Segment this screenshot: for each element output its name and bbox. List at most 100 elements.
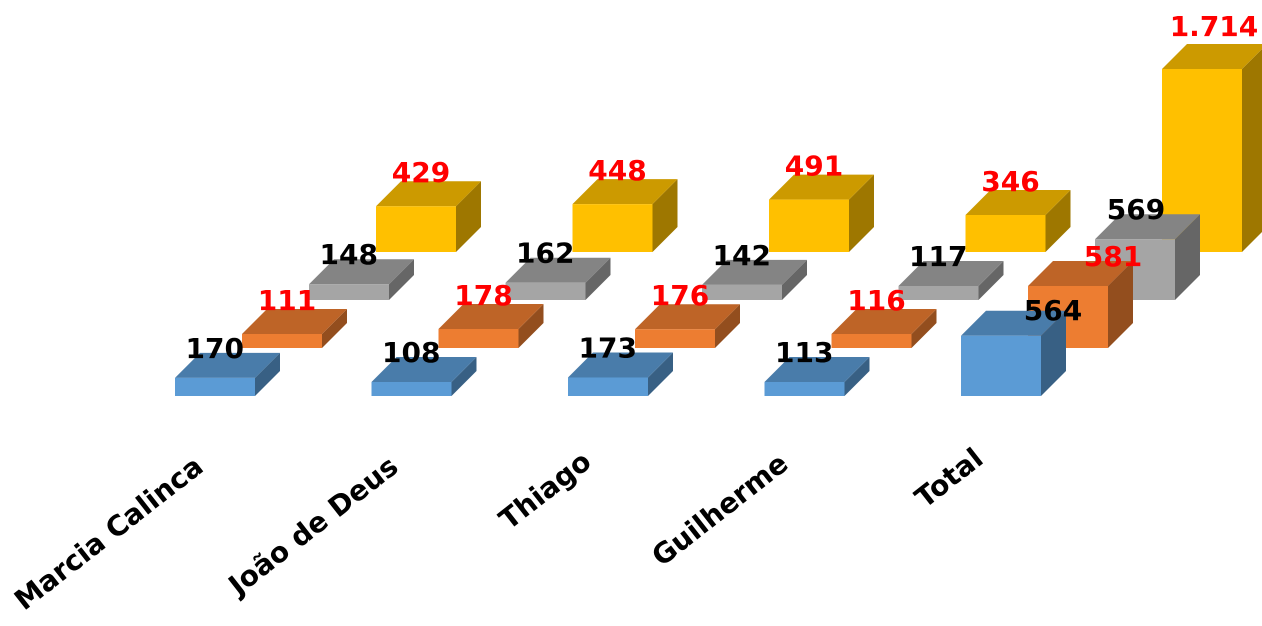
bar-front bbox=[175, 377, 255, 396]
bar bbox=[898, 261, 1004, 300]
bar-front bbox=[505, 282, 586, 300]
bar-side bbox=[715, 304, 740, 348]
bar bbox=[702, 259, 807, 300]
bar-top bbox=[702, 259, 807, 285]
bar bbox=[438, 303, 544, 348]
bar-top bbox=[505, 257, 611, 283]
bar-top bbox=[371, 357, 477, 382]
bar-side bbox=[389, 259, 414, 300]
bar bbox=[831, 309, 937, 348]
bar bbox=[635, 304, 740, 348]
category-label: Guilherme bbox=[646, 447, 795, 573]
bar-top bbox=[1028, 260, 1133, 286]
category-label: Total bbox=[909, 442, 990, 515]
bar-top bbox=[635, 304, 740, 330]
value-label: 117 bbox=[909, 240, 967, 273]
value-label: 429 bbox=[392, 156, 450, 189]
value-label: 581 bbox=[1084, 240, 1142, 273]
value-label: 491 bbox=[785, 150, 843, 183]
bar-top bbox=[769, 174, 874, 200]
value-label: 162 bbox=[516, 237, 574, 270]
bar-top bbox=[831, 309, 937, 334]
bar bbox=[961, 310, 1066, 396]
value-label: 108 bbox=[382, 336, 440, 369]
bar-front bbox=[831, 334, 912, 348]
bar-side bbox=[1045, 190, 1071, 252]
bar-front bbox=[635, 329, 715, 348]
bar-top bbox=[965, 190, 1071, 216]
bar bbox=[965, 190, 1071, 252]
bar-front bbox=[898, 286, 979, 300]
bar-top bbox=[175, 352, 280, 378]
bar-side bbox=[782, 259, 807, 300]
value-label: 346 bbox=[981, 165, 1039, 198]
bar-top bbox=[438, 303, 544, 329]
value-label: 113 bbox=[775, 336, 833, 369]
value-label: 564 bbox=[1024, 294, 1082, 327]
bar-front bbox=[961, 335, 1041, 396]
bar-top bbox=[568, 352, 673, 378]
bar-front bbox=[572, 204, 653, 252]
bar bbox=[568, 352, 673, 396]
bars-layer bbox=[175, 44, 1262, 396]
bar-front bbox=[438, 328, 519, 348]
bar-side bbox=[518, 303, 544, 348]
bar-side bbox=[1041, 310, 1066, 396]
value-label: 448 bbox=[588, 154, 646, 187]
bar-side bbox=[978, 261, 1004, 300]
value-label: 148 bbox=[320, 238, 378, 271]
bar-front bbox=[769, 199, 849, 252]
bar bbox=[769, 174, 874, 252]
bar-top bbox=[309, 259, 414, 285]
value-label: 170 bbox=[186, 332, 244, 365]
bar-side bbox=[456, 181, 481, 252]
bar-side bbox=[255, 352, 280, 396]
category-label: Thiago bbox=[493, 445, 597, 537]
bar-top bbox=[1095, 214, 1200, 240]
bar-front bbox=[764, 382, 845, 396]
value-label: 1.714 bbox=[1170, 10, 1259, 43]
bar-side bbox=[1175, 214, 1200, 300]
bar-top bbox=[572, 179, 678, 205]
value-label: 173 bbox=[579, 332, 637, 365]
value-label: 142 bbox=[713, 239, 771, 272]
value-label: 178 bbox=[454, 279, 512, 312]
category-labels-layer: Marcia Calinca João de Deus Thiago Guilh… bbox=[8, 442, 989, 617]
bar-top bbox=[961, 310, 1066, 336]
bar-side bbox=[911, 309, 937, 348]
value-label: 111 bbox=[258, 284, 316, 317]
bar-front bbox=[371, 382, 452, 396]
bar-side bbox=[585, 257, 611, 300]
bar bbox=[764, 357, 870, 396]
bar-top bbox=[242, 309, 347, 334]
bar bbox=[572, 179, 678, 252]
bar-side bbox=[1242, 49, 1262, 252]
bar-front bbox=[965, 215, 1046, 252]
bar-front bbox=[702, 284, 782, 300]
bar bbox=[1162, 44, 1262, 252]
bar-side bbox=[648, 352, 673, 396]
bar bbox=[376, 181, 481, 252]
value-label: 116 bbox=[847, 284, 905, 317]
bar-top bbox=[764, 357, 870, 382]
value-label: 176 bbox=[651, 279, 709, 312]
bar-front bbox=[376, 206, 456, 252]
bar-side bbox=[849, 174, 874, 252]
bar-front bbox=[242, 334, 322, 348]
value-labels-layer: 429 448 491 346 1.714 148 162 142 117 569 111 178 17… bbox=[186, 10, 1259, 369]
bar-side bbox=[322, 309, 347, 348]
bar-side bbox=[451, 357, 477, 396]
bar-top bbox=[376, 181, 481, 207]
bar-side bbox=[844, 357, 870, 396]
bar-top bbox=[1162, 44, 1262, 69]
bar-front bbox=[1162, 69, 1242, 252]
bar-side bbox=[1108, 260, 1133, 348]
value-label: 569 bbox=[1107, 193, 1165, 226]
bar bbox=[242, 309, 347, 348]
category-label: Marcia Calinca bbox=[8, 450, 209, 617]
bar-side bbox=[652, 179, 678, 252]
category-label: João de Deus bbox=[221, 450, 405, 604]
bar-top bbox=[898, 261, 1004, 286]
bar bbox=[505, 257, 611, 300]
